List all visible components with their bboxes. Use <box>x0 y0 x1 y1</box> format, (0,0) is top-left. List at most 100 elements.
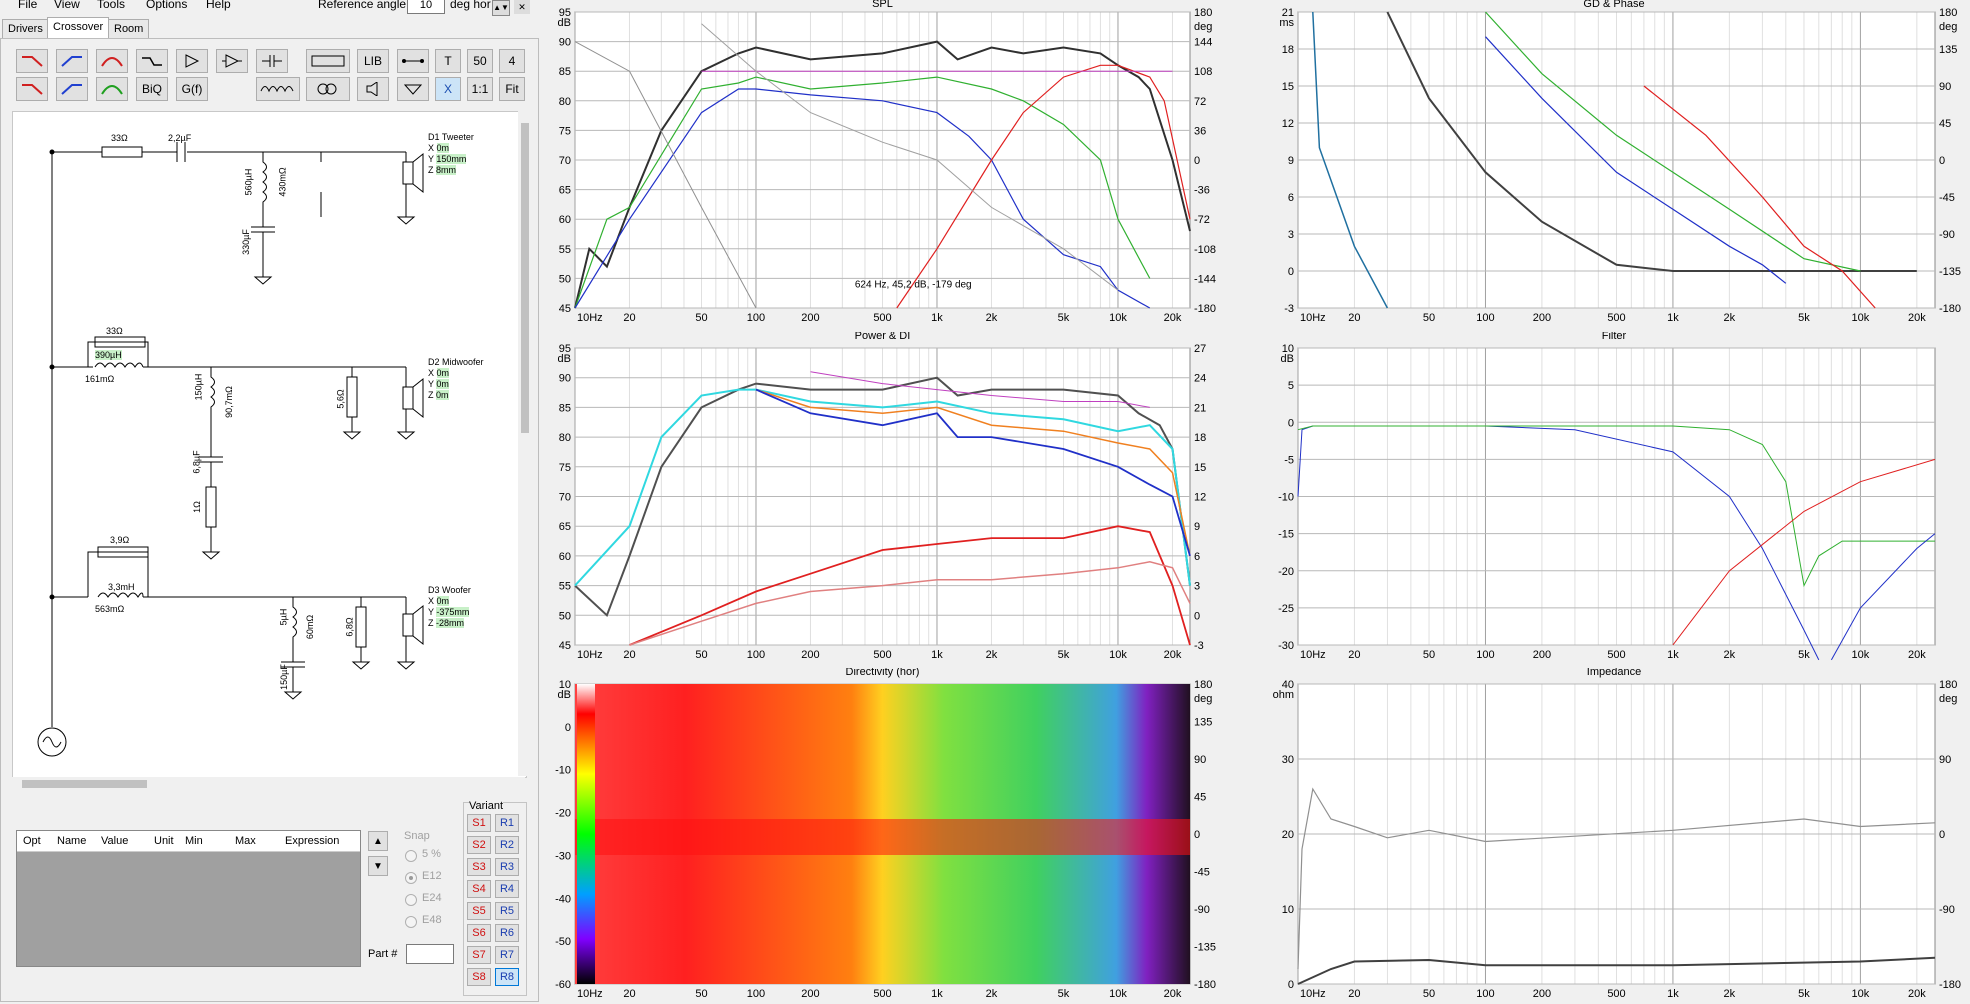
variant-s3-button[interactable]: S3 <box>467 858 491 876</box>
filter-plot[interactable]: 10Hz 20 50 100 200 500 1k 2k 5k 10k 20k1050-5-10-1… <box>1258 332 1970 662</box>
variant-s2-button[interactable]: S2 <box>467 836 491 854</box>
variant-group: Variant <box>463 800 527 996</box>
col-max[interactable]: Max <box>235 835 256 847</box>
power-ytick-right: 3 <box>1194 581 1200 593</box>
pin-icon[interactable]: ✕ <box>514 0 530 14</box>
snap-radio-e12[interactable] <box>405 872 417 884</box>
spl-graph[interactable]: SPL 10Hz 20 50 100 200 500 1k 2k 5k 10k 20k 95 90 85 80… <box>545 0 1220 325</box>
x-button[interactable]: X <box>435 77 461 101</box>
filter-graph[interactable]: Filter 10Hz 20 50 100 200 500 1k 2k 5k 10k 20k 10 5 0-… <box>1258 332 1970 662</box>
snap-radio-e48[interactable] <box>405 916 417 928</box>
menu-file[interactable]: File <box>18 0 38 11</box>
hscroll-thumb[interactable] <box>22 780 147 788</box>
power-graph[interactable]: Power & DI 10Hz 20 50 100 200 500 1k 2k 5k 10k 20k 9… <box>545 332 1220 662</box>
col-name[interactable]: Name <box>57 835 87 847</box>
resistor-icon-button[interactable] <box>306 49 350 73</box>
ratio-button[interactable]: 1:1 <box>467 77 493 101</box>
bandpass-green-button[interactable] <box>96 77 128 101</box>
variant-r5-button[interactable]: R5 <box>495 902 519 920</box>
col-value[interactable]: Value <box>101 835 129 847</box>
angle-spinner-button[interactable]: ▲▼ <box>492 0 510 16</box>
variant-r6-button[interactable]: R6 <box>495 924 519 942</box>
variant-s6-button[interactable]: S6 <box>467 924 491 942</box>
part-input[interactable] <box>406 944 454 964</box>
buffer-icon-button[interactable] <box>216 49 248 73</box>
snap-radio-e24[interactable] <box>405 894 417 906</box>
directivity-ytick-left: 10 <box>559 679 571 691</box>
reference-angle-input[interactable]: 10 <box>407 0 445 14</box>
variant-r3-button[interactable]: R3 <box>495 858 519 876</box>
snap-e12-label: E12 <box>422 870 442 882</box>
spl-plot[interactable]: 10Hz 20 50 100 200 500 1k 2k 5k 10k 20k95908580757… <box>545 0 1220 325</box>
menu-tools[interactable]: Tools <box>97 0 126 11</box>
speaker-icon-button[interactable] <box>357 77 389 101</box>
tab-room[interactable]: Room <box>108 19 150 39</box>
move-up-button[interactable]: ▲ <box>368 831 388 851</box>
variant-s7-button[interactable]: S7 <box>467 946 491 964</box>
directivity-graph[interactable]: Directivity (hor) 10Hz 20 50 100 200 500 1k 2k 5k… <box>545 668 1220 1001</box>
schematic-hscroll[interactable] <box>12 777 525 791</box>
biquad-button[interactable]: BiQ <box>136 77 168 101</box>
directivity-ytick-right: -135 <box>1194 942 1216 954</box>
ground-icon-button[interactable] <box>397 77 429 101</box>
impedance-plot[interactable]: 10Hz 20 50 100 200 500 1k 2k 5k 10k 20k403020100oh… <box>1258 668 1970 1001</box>
variant-s8-button[interactable]: S8 <box>467 968 491 986</box>
tweeter-lr-label: 430mΩ <box>277 167 288 197</box>
lowpass-2-button[interactable] <box>16 77 48 101</box>
variant-r8-button[interactable]: R8 <box>495 968 519 986</box>
gd-curve-1 <box>1312 11 1389 309</box>
menu-view[interactable]: View <box>54 0 80 11</box>
bandpass-red-button[interactable] <box>96 49 128 73</box>
impedance-graph[interactable]: Impedance 10Hz 20 50 100 200 500 1k 2k 5k 10k 20k 40… <box>1258 668 1970 1001</box>
transformer-icon-button[interactable] <box>306 77 350 101</box>
driver-tweeter-z: 8mm <box>436 165 457 175</box>
power-plot[interactable]: 10Hz 20 50 100 200 500 1k 2k 5k 10k 20k95908580757… <box>545 332 1220 662</box>
variant-r7-button[interactable]: R7 <box>495 946 519 964</box>
wire-icon-button[interactable] <box>397 49 429 73</box>
col-min[interactable]: Min <box>185 835 203 847</box>
lowpass-red-button[interactable] <box>16 49 48 73</box>
col-expression[interactable]: Expression <box>285 835 340 847</box>
menu-help[interactable]: Help <box>206 0 231 11</box>
variant-s5-button[interactable]: S5 <box>467 902 491 920</box>
spl-ytick-left: 45 <box>559 303 571 315</box>
gf-button[interactable]: G(f) <box>176 77 208 101</box>
power-ytick-left: 85 <box>559 402 571 414</box>
variant-r2-button[interactable]: R2 <box>495 836 519 854</box>
move-down-button[interactable]: ▼ <box>368 856 388 876</box>
directivity-plot[interactable]: 10Hz 20 50 100 200 500 1k 2k 5k 10k 20k100-10-20-3… <box>545 668 1220 1001</box>
spl-title: SPL <box>872 0 893 10</box>
filter-xtick: 50 <box>1423 649 1435 661</box>
optimizer-table[interactable]: Opt Name Value Unit Min Max Expression <box>16 830 361 967</box>
driver-mid-info: D2 Midwoofer X 0m Y 0m Z 0m <box>428 357 484 401</box>
tab-drivers[interactable]: Drivers <box>2 19 49 39</box>
variant-s1-button[interactable]: S1 <box>467 814 491 832</box>
schematic-canvas[interactable]: 33Ω 2,2µF 560µH 430mΩ 330µF 33Ω 390µH 16… <box>12 111 527 778</box>
vscroll-thumb[interactable] <box>521 123 529 433</box>
menu-options[interactable]: Options <box>146 0 188 11</box>
driver-woofer-info: D3 Woofer X 0m Y -375mm Z -28mm <box>428 585 471 629</box>
driver-tweeter-info: D1 Tweeter X 0m Y 150mm Z 8mm <box>428 132 474 176</box>
capacitor-icon-button[interactable] <box>256 49 288 73</box>
power-ytick-right: 24 <box>1194 373 1206 385</box>
schematic-vscroll[interactable] <box>518 111 532 776</box>
shelf-button[interactable] <box>136 49 168 73</box>
grid-4-button[interactable]: 4 <box>499 49 525 73</box>
col-opt[interactable]: Opt <box>23 835 41 847</box>
fit-button[interactable]: Fit <box>499 77 525 101</box>
highpass-2-button[interactable] <box>56 77 88 101</box>
col-unit[interactable]: Unit <box>154 835 174 847</box>
t-button[interactable]: T <box>435 49 461 73</box>
snap-radio-5[interactable] <box>405 850 417 862</box>
gd-graph[interactable]: GD & Phase 10Hz 20 50 100 200 500 1k 2k 5k 10k 20k 2… <box>1258 0 1970 325</box>
lib-button[interactable]: LIB <box>357 49 389 73</box>
amplifier-icon-button[interactable] <box>176 49 208 73</box>
variant-r1-button[interactable]: R1 <box>495 814 519 832</box>
grid-50-button[interactable]: 50 <box>467 49 493 73</box>
inductor-icon-button[interactable] <box>256 77 300 101</box>
highpass-blue-button[interactable] <box>56 49 88 73</box>
tab-crossover[interactable]: Crossover <box>47 17 110 38</box>
gd-plot[interactable]: 10Hz 20 50 100 200 500 1k 2k 5k 10k 20k 21 18 15 12 9 6 3… <box>1258 0 1970 325</box>
variant-s4-button[interactable]: S4 <box>467 880 491 898</box>
variant-r4-button[interactable]: R4 <box>495 880 519 898</box>
